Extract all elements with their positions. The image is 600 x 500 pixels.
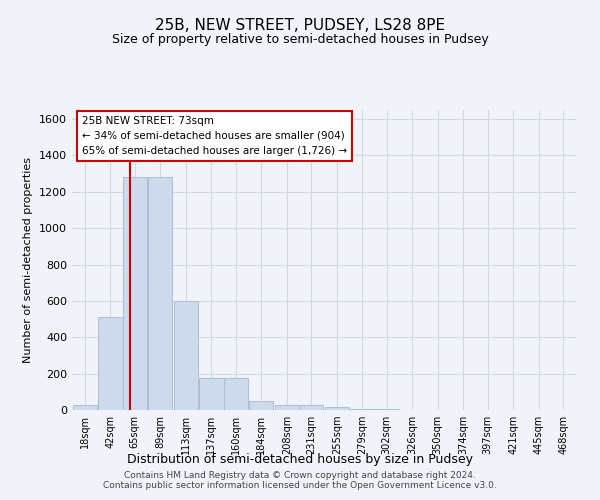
Bar: [350, 409, 374, 410]
Bar: [325, 408, 349, 410]
Text: 25B, NEW STREET, PUDSEY, LS28 8PE: 25B, NEW STREET, PUDSEY, LS28 8PE: [155, 18, 445, 32]
Bar: [148, 178, 172, 410]
Bar: [249, 401, 274, 410]
Bar: [98, 318, 122, 410]
Bar: [73, 406, 97, 410]
Bar: [275, 406, 299, 410]
Y-axis label: Number of semi-detached properties: Number of semi-detached properties: [23, 157, 34, 363]
Bar: [199, 378, 224, 410]
Bar: [224, 378, 248, 410]
Bar: [122, 178, 147, 410]
Text: Distribution of semi-detached houses by size in Pudsey: Distribution of semi-detached houses by …: [127, 452, 473, 466]
Text: Contains HM Land Registry data © Crown copyright and database right 2024.
Contai: Contains HM Land Registry data © Crown c…: [103, 470, 497, 490]
Text: 25B NEW STREET: 73sqm
← 34% of semi-detached houses are smaller (904)
65% of sem: 25B NEW STREET: 73sqm ← 34% of semi-deta…: [82, 116, 347, 156]
Bar: [173, 301, 198, 410]
Bar: [299, 406, 323, 410]
Text: Size of property relative to semi-detached houses in Pudsey: Size of property relative to semi-detach…: [112, 32, 488, 46]
